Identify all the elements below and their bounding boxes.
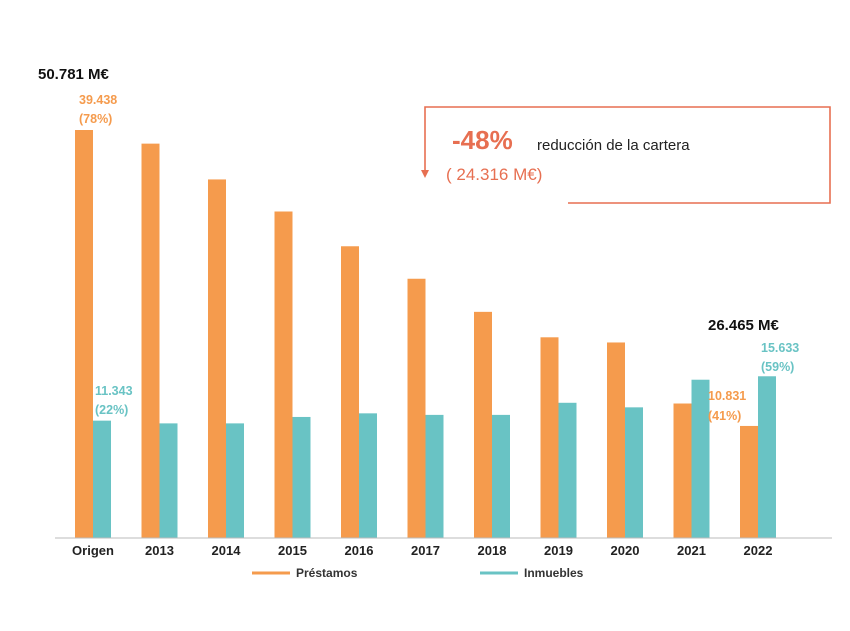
- origen-inmuebles-value-label: 11.343: [95, 384, 133, 398]
- bar-prestamos-2016: [341, 246, 359, 539]
- bar-prestamos-2013: [141, 143, 160, 538]
- bar-inmuebles-2020: [625, 407, 643, 538]
- bar-inmuebles-2015: [292, 416, 311, 538]
- x-tick-label-2018: 2018: [478, 543, 507, 558]
- end-prestamos-pct-label: (41%): [708, 409, 741, 423]
- origen-prestamos-pct-label: (78%): [79, 112, 112, 126]
- bar-prestamos-2022: [740, 425, 758, 538]
- total-end-label: 26.465 M€: [708, 317, 780, 334]
- callout-arrow-icon: [421, 170, 429, 178]
- bar-prestamos-2019: [540, 337, 559, 538]
- legend-label-inmuebles: Inmuebles: [524, 566, 584, 580]
- legend-label-prestamos: Préstamos: [296, 566, 358, 580]
- origen-prestamos-value-label: 39.438: [79, 93, 117, 107]
- legend: Préstamos Inmuebles: [252, 566, 584, 580]
- reduction-callout: -48% reducción de la cartera ( 24.316 M€…: [421, 106, 831, 204]
- bar-inmuebles-2016: [359, 413, 377, 538]
- bar-prestamos-2014: [208, 179, 226, 538]
- bar-prestamos-2021: [673, 403, 692, 538]
- bar-inmuebles-2013: [159, 423, 178, 538]
- x-tick-label-2020: 2020: [611, 543, 640, 558]
- callout-text: reducción de la cartera: [537, 137, 690, 154]
- bar-inmuebles-2019: [558, 402, 577, 538]
- x-tick-label-2013: 2013: [145, 543, 174, 558]
- x-tick-label-2019: 2019: [544, 543, 573, 558]
- x-tick-label-2017: 2017: [411, 543, 440, 558]
- bar-inmuebles-2014: [226, 423, 244, 538]
- bar-inmuebles-2018: [492, 414, 510, 538]
- x-tick-label-2021: 2021: [677, 543, 706, 558]
- bar-inmuebles-2017: [425, 414, 444, 538]
- x-tick-label-2022: 2022: [744, 543, 773, 558]
- callout-amount: ( 24.316 M€): [446, 165, 542, 184]
- bar-prestamos-2015: [274, 211, 293, 539]
- bar-prestamos-2018: [474, 311, 492, 538]
- end-inmuebles-pct-label: (59%): [761, 360, 794, 374]
- callout-frame: [424, 106, 831, 204]
- bar-prestamos-2017: [407, 278, 426, 538]
- x-tick-label-2014: 2014: [212, 543, 242, 558]
- x-tick-label-origen: Origen: [72, 543, 114, 558]
- end-prestamos-value-label: 10.831: [708, 389, 746, 403]
- x-tick-label-2016: 2016: [345, 543, 374, 558]
- bar-prestamos-origen: [75, 130, 93, 538]
- callout-percent: -48%: [452, 125, 513, 155]
- bar-inmuebles-2022: [758, 376, 776, 538]
- bar-inmuebles-2021: [691, 379, 710, 538]
- bar-inmuebles-origen: [93, 420, 111, 538]
- total-start-label: 50.781 M€: [38, 66, 110, 83]
- bars-group: [75, 130, 776, 539]
- x-tick-labels: Origen 2013 2014 2015 2016 2017 2018 2019 2020 20…: [72, 543, 772, 558]
- x-tick-label-2015: 2015: [278, 543, 307, 558]
- origen-inmuebles-pct-label: (22%): [95, 403, 128, 417]
- end-inmuebles-value-label: 15.633: [761, 341, 799, 355]
- bar-prestamos-2020: [607, 342, 625, 538]
